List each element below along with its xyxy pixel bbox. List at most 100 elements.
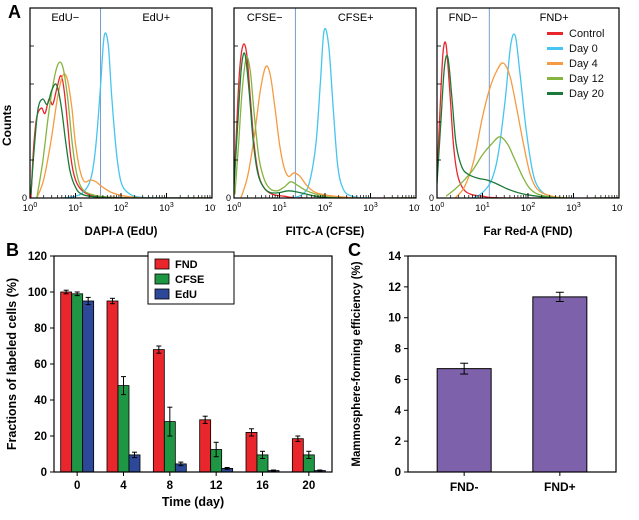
bar-chart-mammosphere: 0 2 4 6 8 10 12 14 FND- FND+ Mammosphere-forming e… (351, 251, 617, 494)
x-tick-label: 100 (430, 202, 445, 214)
curve-day-4 (454, 62, 619, 198)
gate-label-negative: CFSE− (247, 12, 283, 24)
legend-label: FND (175, 259, 198, 271)
curve-control (437, 41, 619, 198)
x-tick-label: 12 (210, 480, 223, 492)
y-tick-label: 80 (34, 323, 47, 335)
plot-box (407, 255, 617, 473)
gate-label-positive: CFSE+ (338, 12, 374, 24)
bar-fnd-day4 (106, 300, 119, 473)
legend-label: Day 20 (569, 87, 604, 100)
y-tick-label: 6 (395, 374, 401, 386)
x-tick-label: 101 (475, 202, 490, 214)
legend-line-swatch (547, 32, 563, 35)
curve-day-20 (30, 83, 212, 198)
y-tick-label: 0 (395, 467, 401, 479)
flow-legend: Control Day 0 Day 4 Day 12 Day 20 (547, 26, 604, 101)
gate-label-negative: FND− (449, 12, 478, 24)
legend-label: CFSE (175, 274, 204, 286)
x-axis-title: Far Red-A (FND) (483, 226, 572, 238)
y-tick-zero: 0 (22, 193, 27, 203)
x-tick-label: 103 (159, 202, 174, 214)
x-tick-label: 102 (318, 202, 333, 214)
legend-swatch (154, 258, 170, 270)
x-tick-label: 103 (363, 202, 378, 214)
bar-fndpos (532, 296, 588, 473)
bar-fnd-day8 (152, 349, 165, 473)
y-tick-label: 10 (388, 313, 401, 325)
x-tick-label: 102 (521, 202, 536, 214)
x-tick-label: 104 (205, 202, 216, 214)
x-axis-title: Time (day) (162, 495, 224, 509)
x-tick-label: 104 (612, 202, 623, 214)
y-tick-label: 0 (41, 467, 47, 479)
panel-label-b: B (6, 240, 19, 260)
legend-label: Day 4 (569, 57, 598, 70)
legend-swatch (154, 273, 170, 285)
x-tick-label: 102 (114, 202, 129, 214)
curve-day-12 (234, 56, 416, 198)
legend-entry: Control (547, 26, 604, 41)
legend-entry: Day 0 (547, 41, 604, 56)
y-tick-zero: 0 (226, 193, 231, 203)
x-tick-label: 101 (272, 202, 287, 214)
bar-cfse-day4 (117, 385, 130, 473)
curve-day-12 (445, 136, 619, 198)
plot-area (234, 8, 416, 198)
bar-fnd-day0 (60, 291, 73, 473)
flow-histogram-edu: 100 101 102 103 104 0 EdU− EdU+ DAPI-A (EdU) (22, 7, 216, 238)
y-tick-zero: 0 (429, 193, 434, 203)
curve-day-0 (61, 32, 212, 198)
curve-day-4 (240, 65, 416, 198)
x-axis-title: FITC-A (CFSE) (286, 226, 365, 238)
x-axis-title: DAPI-A (EdU) (84, 226, 157, 238)
curve-control (30, 74, 212, 198)
y-tick-label: 2 (395, 436, 401, 448)
gate-label-positive: EdU+ (142, 12, 170, 24)
x-tick-label: 100 (227, 202, 242, 214)
legend-label: Day 12 (569, 72, 604, 85)
flow-y-axis-title: Counts (0, 104, 14, 146)
curve-day-20 (437, 54, 619, 198)
curve-day-20 (234, 52, 416, 198)
legend-entry: Day 4 (547, 56, 604, 71)
y-tick-label: 20 (34, 431, 47, 443)
flow-histogram-cfse: 100 101 102 103 104 0 CFSE− CFSE+ FITC-A (CFSE) (226, 7, 420, 238)
x-tick-label: FND- (450, 480, 479, 494)
legend-line-swatch (547, 77, 563, 80)
legend-label: EdU (175, 289, 197, 301)
x-tick-label: 101 (68, 202, 83, 214)
x-tick-label: 103 (566, 202, 581, 214)
plot-box (29, 7, 213, 199)
flow-histogram-fnd: 100 101 102 103 104 0 FND− FND+ Far Red-A (FND) (429, 7, 623, 238)
y-tick-label: 8 (395, 344, 402, 356)
bar-fnd-day20 (291, 438, 304, 473)
bar-edu-day0 (82, 300, 95, 473)
x-tick-label: FND+ (544, 480, 576, 494)
y-tick-label: 120 (28, 251, 47, 263)
panel-label-c: C (348, 240, 361, 260)
legend-line-swatch (547, 47, 563, 50)
legend-entry: Day 12 (547, 71, 604, 86)
legend-entry: Day 20 (547, 86, 604, 101)
x-tick-label: 100 (23, 202, 38, 214)
curve-day-0 (292, 27, 416, 198)
x-tick-label: 104 (409, 202, 420, 214)
y-tick-label: 14 (388, 251, 401, 263)
x-tick-label: 20 (302, 480, 315, 492)
legend-swatch (154, 288, 170, 300)
legend-label: Control (569, 27, 605, 40)
y-tick-label: 4 (395, 405, 402, 417)
y-tick-label: 60 (34, 359, 47, 371)
x-tick-label: 8 (167, 480, 174, 492)
bar-cfse-day0 (71, 293, 84, 473)
bar-chart-labeled-cells: 0 20 40 60 80 100 120 0 4 8 12 16 20 FND CFSE EdU Time (… (5, 251, 333, 509)
y-tick-label: 40 (34, 395, 47, 407)
plot-area (30, 8, 212, 198)
x-tick-label: 16 (256, 480, 269, 492)
legend-line-swatch (547, 92, 563, 95)
legend-line-swatch (547, 62, 563, 65)
bar-fnd-day12 (199, 419, 212, 473)
bar-fnd-day16 (245, 431, 258, 473)
